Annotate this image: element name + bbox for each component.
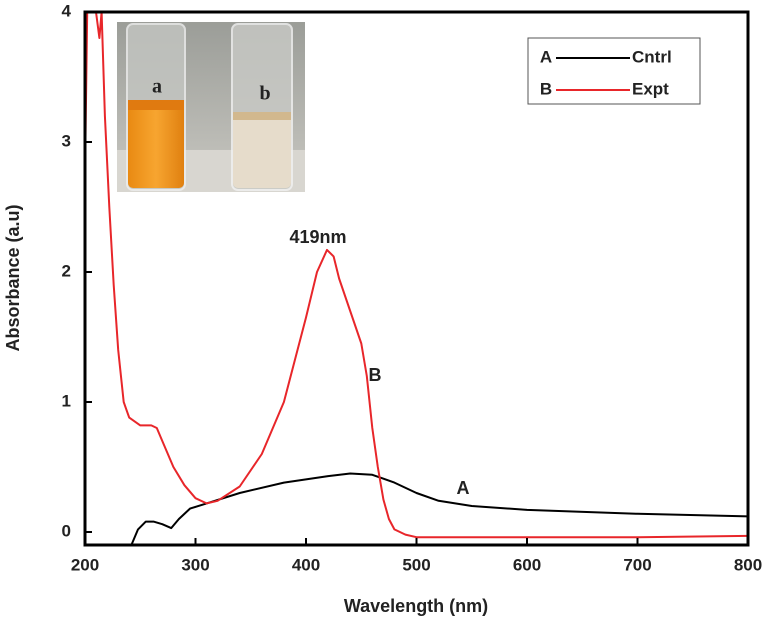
y-axis-title: Absorbance (a.u) [3,204,23,351]
plot-area [85,12,748,545]
x-tick-label: 400 [292,555,320,574]
legend-label: Cntrl [632,47,672,66]
x-axis-title: Wavelength (nm) [344,596,488,616]
series-line [85,12,748,539]
inset-label: a [152,76,162,98]
x-tick-label: 200 [71,555,99,574]
legend-label: Expt [632,79,669,98]
inset-label: b [259,83,270,105]
inset-photo: a b [117,22,305,192]
y-tick-label: 1 [62,391,71,410]
x-tick-label: 800 [734,555,762,574]
y-tick-label: 0 [62,521,71,540]
annotation: B [369,365,382,385]
legend-key: B [540,79,552,98]
series-line [130,472,748,545]
x-tick-label: 300 [181,555,209,574]
annotation: A [457,478,470,498]
legend-key: A [540,47,552,66]
x-tick-label: 700 [623,555,651,574]
x-tick-label: 600 [513,555,541,574]
y-tick-label: 4 [62,1,72,20]
y-tick-label: 3 [62,131,71,150]
y-tick-label: 2 [62,261,71,280]
x-tick-label: 500 [402,555,430,574]
legend: A Cntrl B Expt [527,37,701,105]
annotation: 419nm [289,227,346,247]
